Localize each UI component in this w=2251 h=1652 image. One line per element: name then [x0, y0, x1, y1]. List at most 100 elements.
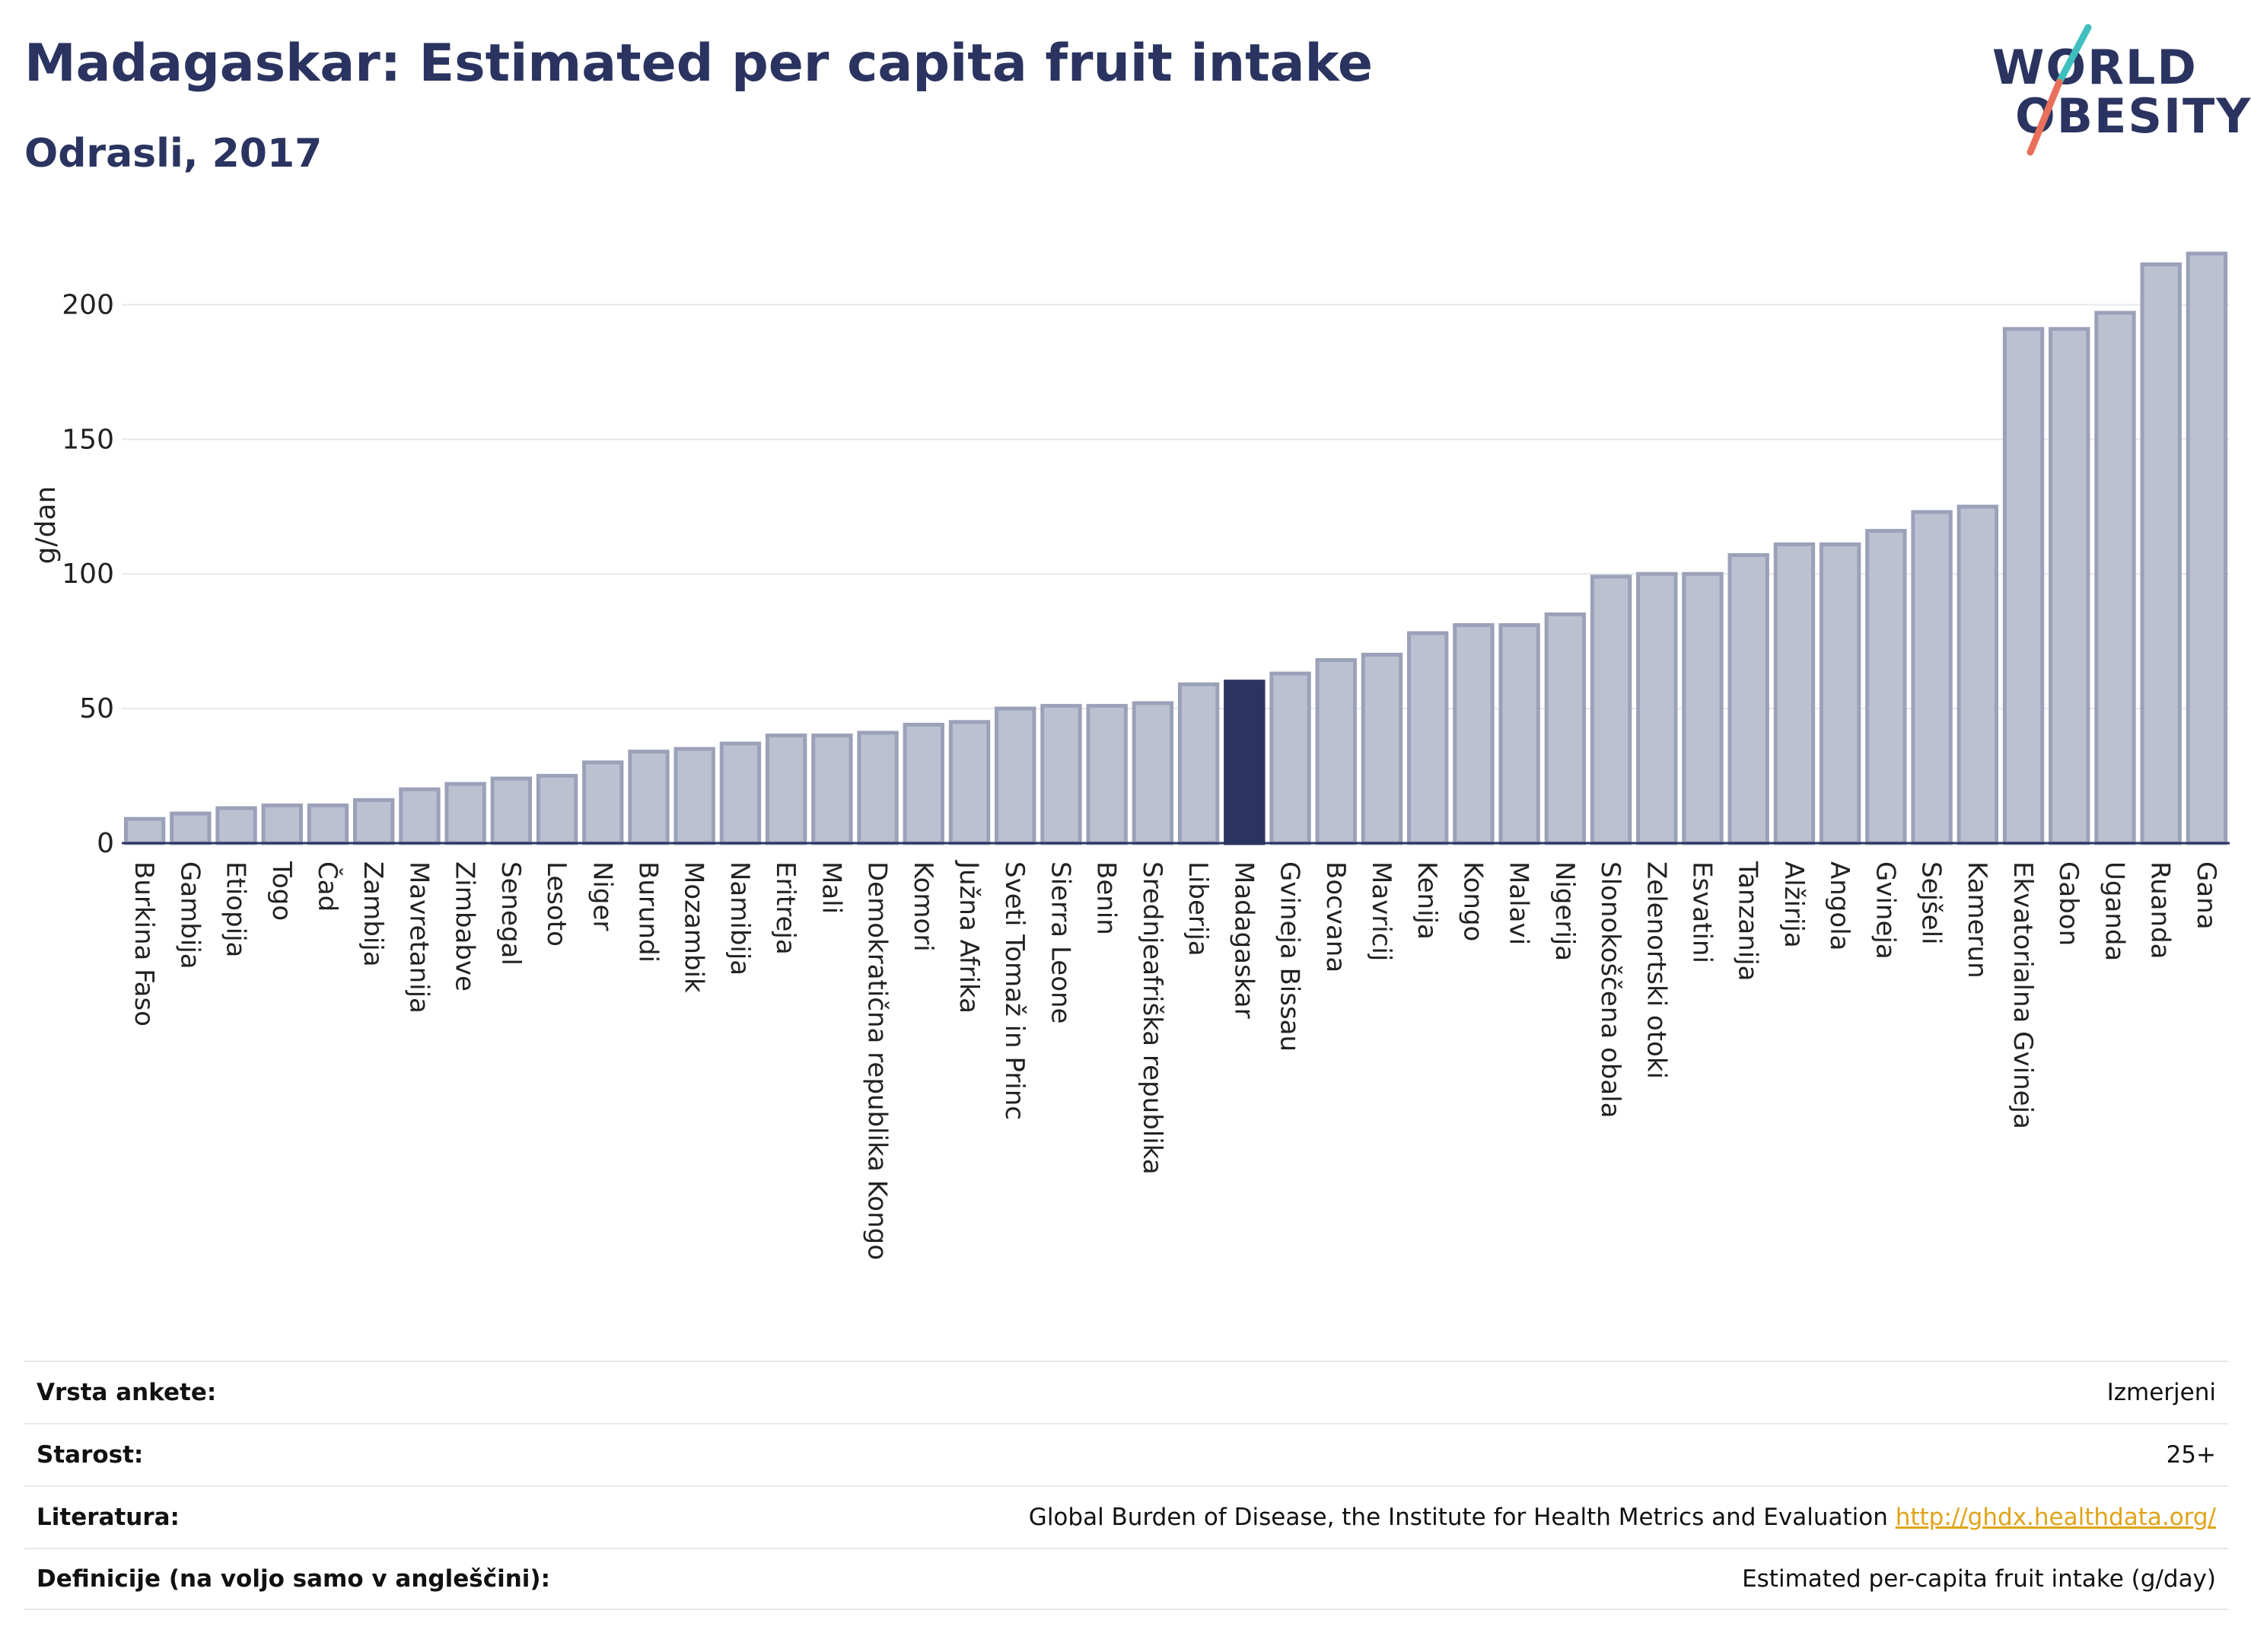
- world-obesity-logo: WORLD OBESITY: [1986, 23, 2250, 160]
- x-tick-label: Kenija: [1412, 861, 1442, 940]
- bar-chart: 0 50 100 150 200 g/dan Burkina Faso Gambija Etio…: [30, 251, 2230, 1260]
- x-tick-label: Senegal: [495, 861, 526, 966]
- info-row-literature: Literatura: Global Burden of Disease, th…: [24, 1485, 2228, 1548]
- bar: [2186, 251, 2228, 845]
- x-tick-label: Ekvatorialna Gvineja: [2007, 861, 2038, 1129]
- x-tick-label: Južna Afrika: [954, 860, 984, 1014]
- bar: [215, 806, 257, 845]
- bar: [1498, 622, 1540, 845]
- y-tick-label: 150: [62, 424, 114, 455]
- x-tick-label: Tanzanija: [1733, 861, 1763, 981]
- bar: [903, 722, 944, 845]
- x-tick-label: Namibija: [724, 861, 755, 976]
- info-value: Izmerjeni: [2106, 1379, 2216, 1406]
- bar: [1865, 529, 1907, 845]
- x-tick-label: Zambija: [358, 861, 388, 967]
- x-tick-label: Angola: [1824, 861, 1855, 950]
- x-tick-label: Burundi: [633, 861, 664, 963]
- bar: [1544, 612, 1587, 845]
- x-tick-label: Čad: [312, 861, 343, 912]
- x-tick-label: Komori: [908, 861, 938, 952]
- x-tick-label: Kamerun: [1962, 861, 1992, 979]
- info-value: 25+: [2166, 1441, 2216, 1469]
- x-tick-label: Uganda: [2099, 861, 2129, 961]
- x-tick-label: Esvatini: [1687, 861, 1718, 963]
- x-tick-label: Slonokoščena obala: [1595, 861, 1625, 1118]
- bar: [2002, 326, 2045, 845]
- bar: [1453, 622, 1495, 845]
- x-tick-label: Togo: [266, 861, 297, 921]
- x-tick-label: Gvineja: [1870, 861, 1900, 960]
- x-tick-label: Burkina Faso: [129, 861, 159, 1027]
- bar: [1224, 680, 1266, 845]
- x-tick-label: Demokratična republika Kongo: [862, 861, 893, 1260]
- bar: [1086, 704, 1128, 845]
- info-key: Literatura:: [37, 1504, 180, 1531]
- x-tick-label: Sejšeli: [1916, 861, 1947, 944]
- bar: [1040, 704, 1082, 845]
- x-tick-label: Mozambik: [679, 861, 709, 993]
- x-tick-label: Niger: [587, 861, 617, 931]
- x-tick-label: Sveti Tomaž in Princ: [999, 861, 1030, 1120]
- y-tick-label: 100: [62, 559, 114, 590]
- bar: [2094, 310, 2136, 845]
- y-tick-label: 50: [79, 693, 114, 724]
- x-tick-label: Alžirija: [1778, 861, 1809, 948]
- x-tick-label: Gambija: [174, 861, 205, 969]
- bar: [673, 746, 715, 845]
- y-tick-label: 0: [97, 828, 114, 859]
- bar: [1956, 505, 1998, 845]
- bar: [582, 760, 624, 845]
- x-tick-label: Sierra Leone: [1045, 861, 1075, 1023]
- bar: [857, 731, 899, 845]
- bar: [536, 774, 578, 845]
- bar: [995, 706, 1036, 845]
- bar: [1636, 571, 1678, 845]
- bar: [353, 797, 395, 845]
- bar: [1407, 631, 1449, 845]
- info-table: Vrsta ankete: Izmerjeni Starost: 25+ Lit…: [24, 1361, 2228, 1610]
- x-tick-label: Madagaskar: [1228, 861, 1259, 1019]
- x-tick-label: Gabon: [2053, 861, 2084, 946]
- bar: [719, 741, 762, 845]
- info-row-definitions: Definicije (na voljo samo v angleščini):…: [24, 1548, 2228, 1610]
- x-tick-label: Liberija: [1183, 861, 1213, 957]
- info-key: Vrsta ankete:: [37, 1379, 217, 1406]
- bar: [1590, 575, 1632, 845]
- bar: [1132, 701, 1174, 845]
- logo-slash-icon: [2027, 24, 2092, 156]
- x-tick-label: Mavretanija: [403, 861, 434, 1014]
- logo-line-1: WORLD: [1992, 40, 2198, 95]
- bar: [490, 776, 533, 845]
- bar: [1177, 682, 1220, 845]
- bar: [765, 733, 807, 845]
- bar: [1911, 510, 1953, 845]
- bar: [1773, 542, 1816, 845]
- x-tick-label: Lesoto: [541, 861, 572, 947]
- bar: [1819, 542, 1861, 845]
- x-tick-label: Zelenortski otoki: [1641, 861, 1671, 1079]
- x-tick-label: Mavricij: [1366, 861, 1396, 961]
- source-link[interactable]: http://ghdx.healthdata.org/: [1895, 1504, 2216, 1531]
- bar: [444, 781, 486, 845]
- bar: [261, 803, 303, 845]
- x-tick-label: Mali: [816, 861, 846, 914]
- bar: [1682, 571, 1724, 845]
- info-key: Definicije (na voljo samo v angleščini):: [37, 1565, 550, 1593]
- info-value-group: Global Burden of Disease, the Institute …: [1029, 1504, 2216, 1531]
- bar: [811, 733, 853, 845]
- x-tick-label: Eritreja: [770, 861, 801, 955]
- bar: [1727, 552, 1769, 845]
- chart-title: Madagaskar: Estimated per capita fruit i…: [24, 33, 1374, 94]
- bar: [628, 750, 670, 845]
- bar: [2049, 326, 2090, 845]
- x-tick-label: Benin: [1091, 861, 1122, 935]
- y-tick-label: 200: [62, 289, 114, 320]
- x-tick-label: Kongo: [1457, 861, 1488, 941]
- bar: [170, 811, 212, 845]
- bar: [307, 803, 349, 845]
- bar: [1269, 671, 1311, 845]
- x-tick-label: Gana: [2191, 861, 2221, 930]
- info-value: Global Burden of Disease, the Institute …: [1028, 1504, 1888, 1531]
- x-tick-label: Malavi: [1504, 861, 1534, 945]
